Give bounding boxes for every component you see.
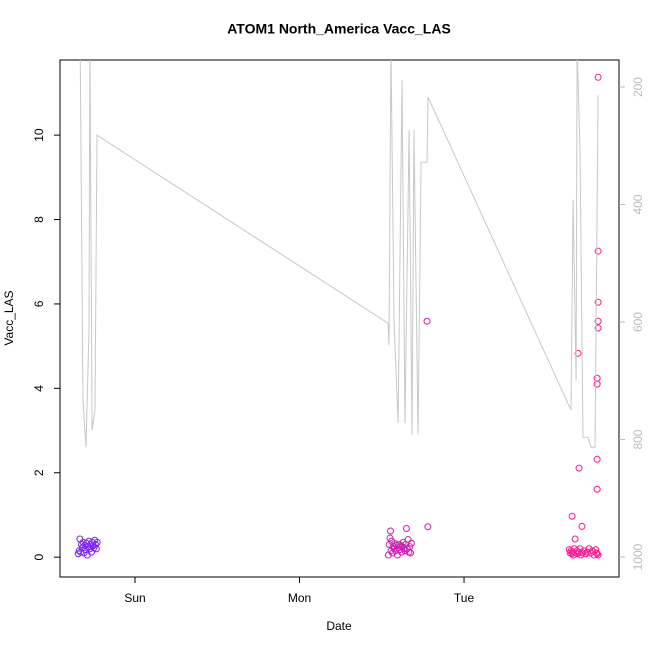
point [593, 455, 601, 463]
point [594, 73, 602, 81]
y-tick-label: 0 [32, 554, 46, 561]
point [594, 298, 602, 306]
point [407, 549, 415, 557]
y-axis-label: Vacc_LAS [2, 290, 16, 345]
point [93, 538, 101, 546]
y2-tick-label: 400 [631, 194, 645, 214]
point [571, 535, 579, 543]
plot-frame [59, 59, 620, 578]
point [568, 512, 576, 520]
y-tick-label: 8 [32, 216, 46, 223]
point [404, 535, 412, 543]
point [592, 546, 600, 554]
point [594, 247, 602, 255]
point [582, 550, 590, 558]
point [574, 349, 582, 357]
point [593, 485, 601, 493]
chart-title: ATOM1 North_America Vacc_LAS [227, 21, 451, 37]
point [593, 550, 601, 558]
point [593, 380, 601, 388]
point [577, 551, 585, 559]
point [578, 549, 586, 557]
line [79, 60, 599, 448]
y-tick-label: 6 [32, 300, 46, 307]
point [578, 522, 586, 530]
point [575, 464, 583, 472]
y-tick-label: 4 [32, 385, 46, 392]
point [407, 539, 415, 547]
point [386, 527, 394, 535]
point [594, 317, 602, 325]
y2-tick-label: 1000 [631, 543, 645, 570]
plot-area [74, 60, 602, 559]
y2-tick-label: 800 [631, 429, 645, 449]
point [92, 541, 100, 549]
y-tick-label: 2 [32, 469, 46, 476]
point [594, 324, 602, 332]
point [593, 374, 601, 382]
point [583, 548, 591, 556]
y2-tick-label: 600 [631, 312, 645, 332]
point [78, 541, 86, 549]
point [569, 548, 577, 556]
x-tick-label: Sun [124, 591, 145, 605]
point [423, 317, 431, 325]
x-tick-label: Tue [454, 591, 475, 605]
point [594, 551, 602, 559]
x-tick-label: Mon [288, 591, 311, 605]
x-axis-label: Date [326, 619, 352, 633]
y-tick-label: 10 [32, 128, 46, 142]
point [402, 524, 410, 532]
point [592, 549, 600, 557]
point [424, 523, 432, 531]
y2-tick-label: 200 [631, 77, 645, 97]
